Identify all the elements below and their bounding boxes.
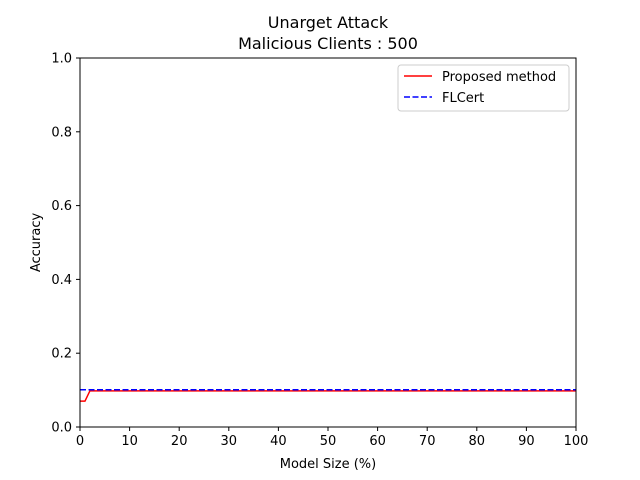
x-axis-ticks: 0 10 20 30 40 50 60 70 80 90 100 [76,427,589,449]
y-tick-label: 0.0 [51,421,72,436]
y-tick-label: 0.2 [51,347,72,362]
chart-subtitle: Malicious Clients : 500 [238,34,418,53]
x-axis-label: Model Size (%) [280,457,376,472]
y-tick-label: 0.6 [51,199,72,214]
x-tick-label: 70 [419,434,436,449]
y-axis-ticks: 0.0 0.2 0.4 0.6 0.8 1.0 [51,52,80,436]
plot-area-frame [79,57,577,428]
x-tick-label: 0 [76,434,84,449]
x-tick-label: 20 [171,434,188,449]
x-tick-label: 100 [564,434,589,449]
legend-label-proposed-method: Proposed method [442,70,556,85]
x-tick-label: 10 [121,434,138,449]
y-axis-label: Accuracy [29,213,44,273]
y-tick-label: 1.0 [51,52,72,67]
legend-label-flcert: FLCert [442,91,484,106]
series-layer [80,388,576,402]
legend: Proposed method FLCert [397,64,570,112]
x-tick-label: 60 [369,434,386,449]
x-tick-label: 50 [320,434,337,449]
x-tick-label: 80 [469,434,486,449]
x-tick-label: 30 [221,434,238,449]
x-tick-label: 90 [518,434,535,449]
series-line-proposed-method [80,390,576,402]
x-tick-label: 40 [270,434,287,449]
legend-box [397,64,570,112]
chart-title: Unarget Attack [268,13,389,32]
y-tick-label: 0.8 [51,125,72,140]
y-tick-label: 0.4 [51,273,72,288]
